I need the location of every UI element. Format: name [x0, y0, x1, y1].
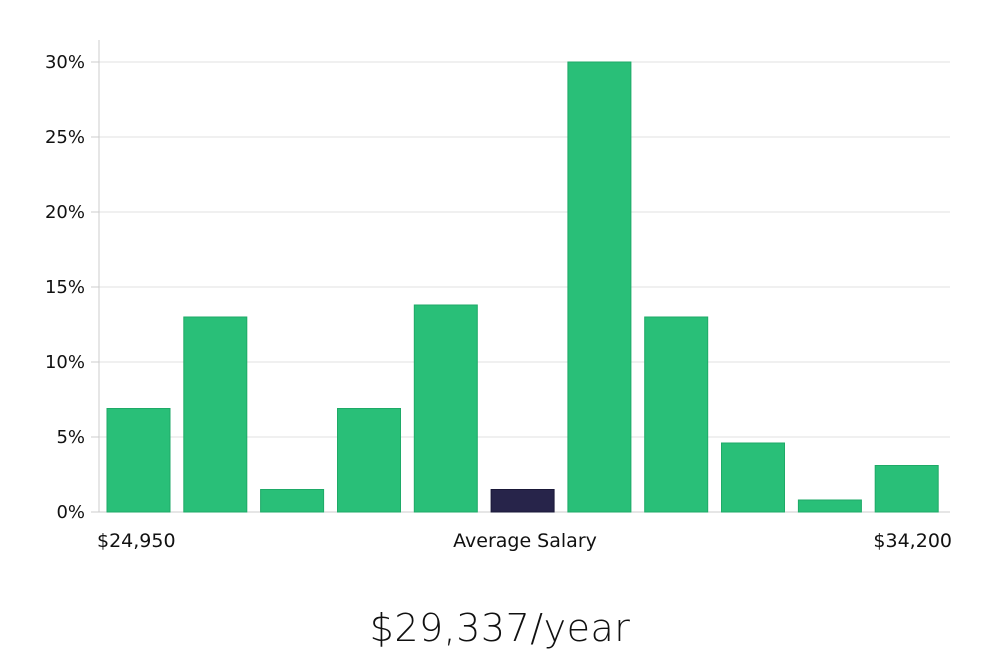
histogram-bars — [106, 61, 939, 513]
y-tick-label: 10% — [45, 352, 85, 373]
y-tick-label: 30% — [45, 52, 85, 73]
y-tick-label: 25% — [45, 127, 85, 148]
histogram-bar — [721, 442, 785, 513]
y-tick-label: 5% — [56, 427, 85, 448]
y-tick-label: 15% — [45, 277, 85, 298]
histogram-bar — [413, 304, 478, 513]
histogram-bar — [874, 465, 939, 513]
y-tick-label: 0% — [56, 502, 85, 523]
histogram-bar — [644, 316, 709, 513]
y-axis-ticks: 0% 5% 10% 15% 20% 25% 30% — [45, 52, 99, 523]
histogram-bar — [337, 408, 401, 513]
histogram-bar — [106, 408, 171, 513]
salary-histogram-chart: 0% 5% 10% 15% 20% 25% 30% $24,950 Average Sala… — [45, 40, 952, 552]
histogram-bar — [797, 499, 862, 513]
histogram-bar — [260, 489, 325, 513]
histogram-bar-highlighted — [490, 489, 555, 513]
histogram-bar — [183, 316, 248, 513]
average-salary-value: $29,337/year — [369, 606, 631, 650]
histogram-bar — [567, 61, 632, 513]
x-axis-title: Average Salary — [453, 530, 597, 552]
x-axis-min-label: $24,950 — [97, 530, 176, 552]
y-tick-label: 20% — [45, 202, 85, 223]
x-axis-max-label: $34,200 — [873, 530, 952, 552]
